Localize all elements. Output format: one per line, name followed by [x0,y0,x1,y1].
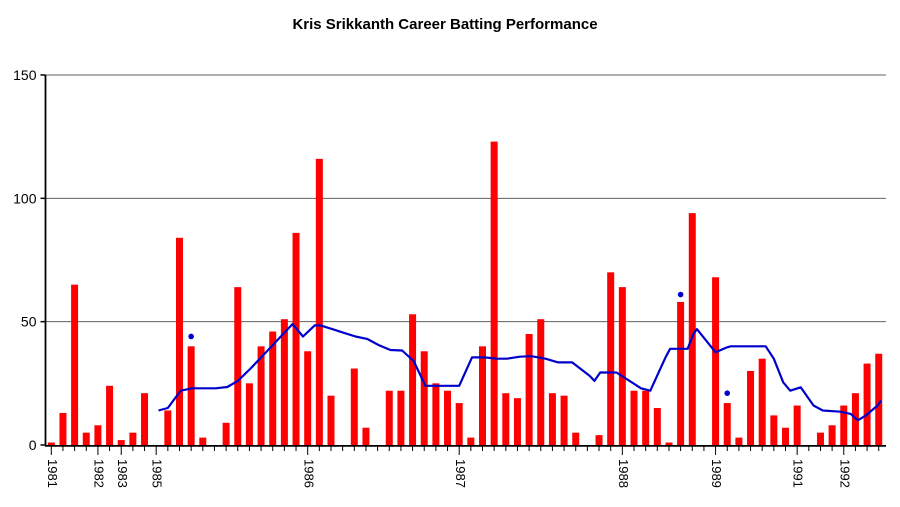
score-bar [747,370,755,445]
score-bar [467,437,475,445]
average-line [158,323,882,422]
x-year-label: 1988 [616,459,631,488]
score-bar [432,383,440,445]
score-bar [47,442,55,445]
x-year-label: 1982 [91,459,106,488]
score-bar [234,287,242,445]
score-bar [199,437,207,445]
score-bar [677,301,685,445]
score-bar [840,405,848,445]
score-bar [362,427,370,445]
score-bar [548,393,556,445]
score-bar [816,432,824,445]
score-bar [292,232,300,445]
x-year-label: 1987 [453,459,468,488]
score-bar [269,331,277,445]
score-bar [187,346,195,445]
score-bar [828,425,836,445]
score-bar [59,412,67,445]
score-bar [478,346,486,445]
x-year-label: 1986 [301,459,316,488]
y-tick-label-150: 150 [13,67,37,83]
score-bar [94,425,102,445]
score-bar [106,385,114,445]
score-bar [175,237,183,445]
score-bar [141,393,149,445]
score-bar [420,351,428,445]
x-year-label: 1981 [45,459,60,488]
score-bar [409,314,417,445]
score-bar [304,351,312,445]
average-dot [724,390,731,396]
score-bar [653,407,661,445]
score-bar [71,284,79,445]
score-bar [257,346,265,445]
score-bar [875,353,883,445]
score-bar [607,272,615,445]
score-bar [245,383,253,445]
y-tick-label-100: 100 [13,190,37,206]
score-bar [863,363,871,445]
score-bar [525,333,533,445]
score-bar [280,319,288,445]
x-year-label: 1985 [150,459,165,488]
score-bar [385,390,393,445]
score-bar [618,287,626,445]
y-tick-label-50: 50 [21,314,37,330]
y-tick-label-0: 0 [29,437,37,453]
score-bar [513,398,521,445]
score-bar [770,415,778,445]
score-bar [327,395,335,445]
score-bar [315,158,323,445]
score-bar [688,213,696,445]
score-bar [490,141,498,446]
score-bar [572,432,580,445]
score-bar [350,368,358,445]
score-bar [630,390,638,445]
score-bar [164,410,172,445]
score-bar [502,393,510,445]
score-bar [397,390,405,445]
score-bar [117,440,125,445]
x-year-label: 1983 [115,459,130,488]
score-bar [560,395,568,445]
score-bar [793,405,801,445]
score-bar [735,437,743,445]
score-bar [444,390,452,445]
score-bar [782,427,790,445]
score-bar [455,403,463,445]
score-bar [82,432,90,445]
x-year-label: 1992 [837,459,852,488]
score-bar [642,390,650,445]
score-bar [723,403,731,445]
average-dot [188,333,194,340]
score-bar [537,319,545,445]
score-bar [222,422,230,445]
score-bar [665,442,673,445]
score-bar [595,435,603,445]
score-bar [758,358,766,445]
x-year-label: 1991 [791,459,806,488]
average-dot [677,291,684,298]
x-year-label: 1989 [709,459,724,488]
chart-title: Kris Srikkanth Career Batting Performanc… [292,16,598,33]
score-bar [129,432,137,445]
score-bar [712,277,720,445]
